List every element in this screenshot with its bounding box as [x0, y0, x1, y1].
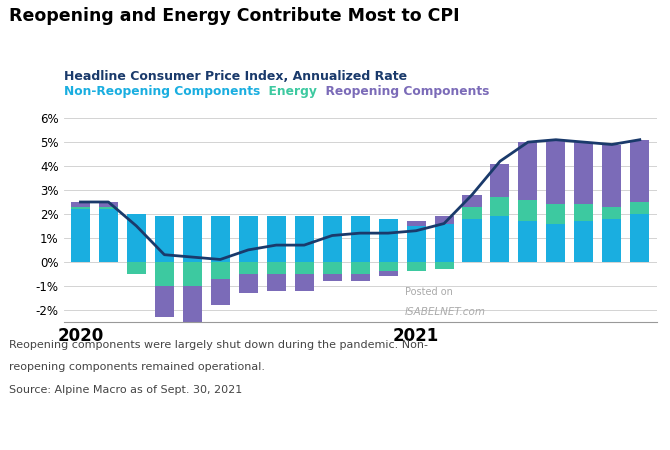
- Bar: [99, 202, 118, 207]
- Bar: [295, 262, 314, 274]
- Bar: [295, 216, 314, 262]
- Bar: [323, 274, 342, 281]
- Bar: [350, 216, 370, 262]
- Text: Reopening Components: Reopening Components: [317, 86, 489, 99]
- Bar: [519, 142, 537, 200]
- Bar: [462, 207, 482, 219]
- Bar: [435, 224, 454, 262]
- Bar: [211, 216, 230, 262]
- Bar: [71, 209, 90, 262]
- Text: Reopening and Energy Contribute Most to CPI: Reopening and Energy Contribute Most to …: [9, 7, 460, 25]
- Bar: [519, 200, 537, 221]
- Bar: [407, 262, 425, 271]
- Bar: [379, 219, 397, 262]
- Bar: [547, 224, 565, 262]
- Bar: [71, 207, 90, 209]
- Bar: [435, 216, 454, 224]
- Text: Reopening components were largely shut down during the pandemic. Non-: Reopening components were largely shut d…: [9, 340, 427, 350]
- Bar: [407, 221, 425, 226]
- Bar: [183, 262, 202, 286]
- Bar: [574, 204, 594, 221]
- Bar: [127, 262, 146, 274]
- Text: reopening components remained operational.: reopening components remained operationa…: [9, 362, 265, 372]
- Bar: [183, 286, 202, 324]
- Bar: [267, 274, 285, 291]
- Bar: [239, 262, 258, 274]
- Bar: [71, 202, 90, 207]
- Bar: [630, 214, 649, 262]
- Text: Energy: Energy: [260, 86, 317, 99]
- Text: Posted on: Posted on: [405, 287, 452, 297]
- Bar: [155, 286, 174, 317]
- Bar: [379, 262, 397, 271]
- Bar: [239, 216, 258, 262]
- Bar: [435, 262, 454, 269]
- Bar: [99, 207, 118, 209]
- Bar: [267, 262, 285, 274]
- Bar: [211, 262, 230, 279]
- Bar: [574, 221, 594, 262]
- Bar: [490, 197, 509, 216]
- Bar: [183, 216, 202, 262]
- Bar: [547, 140, 565, 204]
- Bar: [490, 216, 509, 262]
- Bar: [602, 207, 621, 219]
- Text: Non-Reopening Components: Non-Reopening Components: [64, 86, 260, 99]
- Bar: [99, 209, 118, 262]
- Text: Source: Alpine Macro as of Sept. 30, 2021: Source: Alpine Macro as of Sept. 30, 202…: [9, 385, 242, 395]
- Bar: [295, 274, 314, 291]
- Text: ISABELNET.com: ISABELNET.com: [405, 307, 486, 317]
- Bar: [323, 262, 342, 274]
- Text: Headline Consumer Price Index, Annualized Rate: Headline Consumer Price Index, Annualize…: [64, 70, 407, 83]
- Bar: [630, 202, 649, 214]
- Bar: [462, 195, 482, 207]
- Bar: [602, 219, 621, 262]
- Bar: [127, 214, 146, 262]
- Bar: [379, 271, 397, 276]
- Bar: [155, 262, 174, 286]
- Bar: [407, 226, 425, 262]
- Bar: [574, 142, 594, 204]
- Bar: [323, 216, 342, 262]
- Bar: [211, 279, 230, 305]
- Bar: [239, 274, 258, 293]
- Bar: [519, 221, 537, 262]
- Bar: [155, 216, 174, 262]
- Bar: [462, 219, 482, 262]
- Bar: [350, 262, 370, 274]
- Bar: [490, 164, 509, 197]
- Bar: [547, 204, 565, 224]
- Bar: [350, 274, 370, 281]
- Bar: [630, 140, 649, 202]
- Bar: [602, 144, 621, 207]
- Bar: [267, 216, 285, 262]
